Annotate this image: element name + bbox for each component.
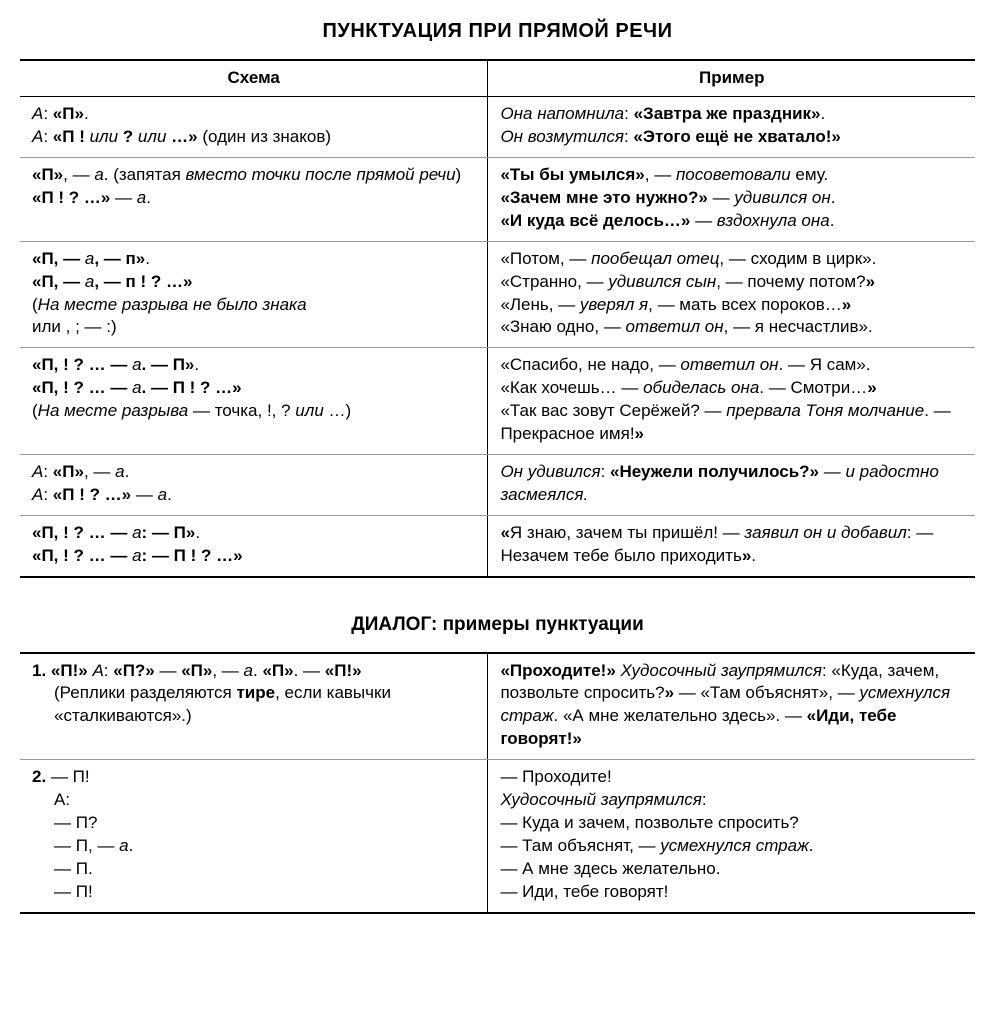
col-header-example: Пример: [488, 60, 975, 96]
example-cell: Она напомнила: «Завтра же праздник».Он в…: [488, 96, 975, 157]
table-direct-speech: Схема Пример А: «П».А: «П ! или ? или …»…: [20, 59, 975, 578]
schema-cell: 2. — П!А:— П?— П, — а.— П.— П!: [20, 760, 488, 913]
table-row: 1. «П!» А: «П?» — «П», — а. «П». — «П!»(…: [20, 653, 975, 760]
page-title: ПУНКТУАЦИЯ ПРИ ПРЯМОЙ РЕЧИ: [20, 18, 975, 45]
example-cell: «Я знаю, зачем ты пришёл! — заявил он и …: [488, 516, 975, 577]
example-cell: — Проходите!Худосочный заупрямился:— Куд…: [488, 760, 975, 913]
schema-cell: А: «П».А: «П ! или ? или …» (один из зна…: [20, 96, 488, 157]
table-row: А: «П», — а.А: «П ! ? …» — а.Он удивился…: [20, 455, 975, 516]
dialog-title: ДИАЛОГ: примеры пунктуации: [20, 612, 975, 638]
schema-cell: «П», — а. (запятая вместо точки после пр…: [20, 157, 488, 241]
table-row: «П, ! ? … — а. — П».«П, ! ? … — а. — П !…: [20, 348, 975, 455]
schema-cell: А: «П», — а.А: «П ! ? …» — а.: [20, 455, 488, 516]
schema-cell: «П, — а, — п».«П, — а, — п ! ? …»(На мес…: [20, 241, 488, 348]
example-cell: Он удивился: «Неужели получилось?» — и р…: [488, 455, 975, 516]
example-cell: «Проходите!» Худосочный заупрямился: «Ку…: [488, 653, 975, 760]
table-row: 2. — П!А:— П?— П, — а.— П.— П!— Проходит…: [20, 760, 975, 913]
schema-cell: «П, ! ? … — а. — П».«П, ! ? … — а. — П !…: [20, 348, 488, 455]
example-cell: «Потом, — пообещал отец, — сходим в цирк…: [488, 241, 975, 348]
table-row: «П, — а, — п».«П, — а, — п ! ? …»(На мес…: [20, 241, 975, 348]
table-dialog: 1. «П!» А: «П?» — «П», — а. «П». — «П!»(…: [20, 652, 975, 914]
col-header-schema: Схема: [20, 60, 488, 96]
table-row: «П», — а. (запятая вместо точки после пр…: [20, 157, 975, 241]
schema-cell: «П, ! ? … — а: — П».«П, ! ? … — а: — П !…: [20, 516, 488, 577]
example-cell: «Ты бы умылся», — посоветовали ему.«Заче…: [488, 157, 975, 241]
schema-cell: 1. «П!» А: «П?» — «П», — а. «П». — «П!»(…: [20, 653, 488, 760]
example-cell: «Спасибо, не надо, — ответил он. — Я сам…: [488, 348, 975, 455]
table-row: «П, ! ? … — а: — П».«П, ! ? … — а: — П !…: [20, 516, 975, 577]
table-row: А: «П».А: «П ! или ? или …» (один из зна…: [20, 96, 975, 157]
